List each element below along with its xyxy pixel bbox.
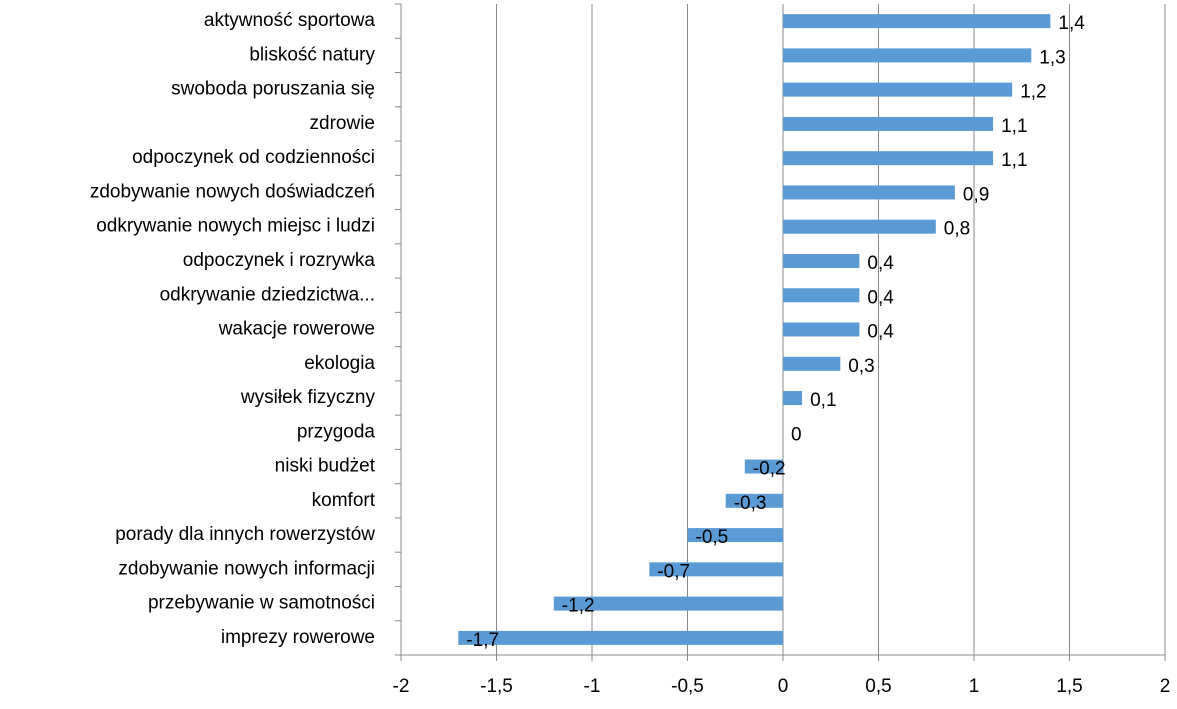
value-label: 0,4 [867, 253, 894, 274]
y-tick-label: ekologia [304, 353, 375, 374]
bar [687, 528, 783, 543]
y-tick-label: zdobywanie nowych doświadczeń [90, 181, 375, 202]
x-tick-label: 2 [1160, 676, 1171, 697]
value-label: 1,1 [1001, 116, 1027, 137]
x-tick-label: 0,5 [865, 676, 891, 697]
bar [783, 356, 841, 371]
value-label: 1,3 [1039, 47, 1065, 68]
value-label: 0 [791, 424, 802, 445]
y-tick-label: odpoczynek od codzienności [132, 147, 375, 168]
x-tick-label: -1,5 [480, 676, 513, 697]
bar [783, 391, 803, 406]
value-label: -1,7 [466, 630, 499, 651]
x-tick-label: -1 [584, 676, 601, 697]
bar [783, 219, 936, 234]
y-tick-label: imprezy rowerowe [221, 627, 375, 648]
y-tick-label: aktywność sportowa [204, 10, 376, 31]
bar [783, 48, 1032, 63]
bar [783, 253, 860, 268]
x-tick-label: 1,5 [1056, 676, 1082, 697]
x-tick-label: 0 [778, 676, 789, 697]
y-tick-label: bliskość natury [249, 44, 375, 65]
value-label: 0,1 [810, 390, 836, 411]
bar [553, 596, 783, 611]
x-tick-label: 1 [969, 676, 980, 697]
y-tick-label: swoboda poruszania się [171, 79, 375, 100]
bar [783, 82, 1013, 97]
x-tick-label: -2 [393, 676, 410, 697]
x-tick-label: -0,5 [671, 676, 704, 697]
value-label: 0,8 [944, 219, 970, 240]
bar [783, 116, 994, 131]
bar [725, 493, 783, 508]
bar [783, 185, 955, 200]
value-label: -1,2 [562, 596, 595, 617]
y-tick-label: odkrywanie dziedzictwa... [160, 284, 375, 305]
y-tick-label: porady dla innych rowerzystów [115, 524, 375, 545]
y-tick-label: niski budżet [275, 456, 376, 477]
bar [458, 630, 783, 645]
y-tick-label: wakacje rowerowe [218, 319, 375, 340]
value-label: 0,3 [848, 356, 874, 377]
y-tick-label: odpoczynek i rozrywka [183, 250, 376, 271]
value-label: -0,7 [657, 561, 690, 582]
bar [744, 459, 783, 474]
value-label: -0,3 [734, 493, 767, 514]
bar [649, 562, 783, 577]
bar [783, 322, 860, 337]
y-tick-label: przebywanie w samotności [148, 593, 375, 614]
bar [783, 288, 860, 303]
y-tick-label: przygoda [297, 421, 376, 442]
value-label: 1,2 [1020, 82, 1046, 103]
value-label: 0,9 [963, 184, 989, 205]
value-label: 1,1 [1001, 150, 1027, 171]
value-label: -0,2 [753, 459, 786, 480]
value-label: 0,4 [867, 322, 894, 343]
value-label: 0,4 [867, 287, 894, 308]
y-tick-label: wysiłek fizyczny [240, 387, 376, 408]
bar [783, 14, 1051, 29]
value-label: -0,5 [696, 527, 729, 548]
y-tick-label: zdobywanie nowych informacji [118, 558, 375, 579]
value-label: 1,4 [1058, 13, 1085, 34]
y-tick-label: komfort [312, 490, 376, 511]
bar [783, 151, 994, 166]
y-tick-label: zdrowie [310, 113, 375, 134]
y-tick-label: odkrywanie nowych miejsc i ludzi [96, 216, 375, 237]
